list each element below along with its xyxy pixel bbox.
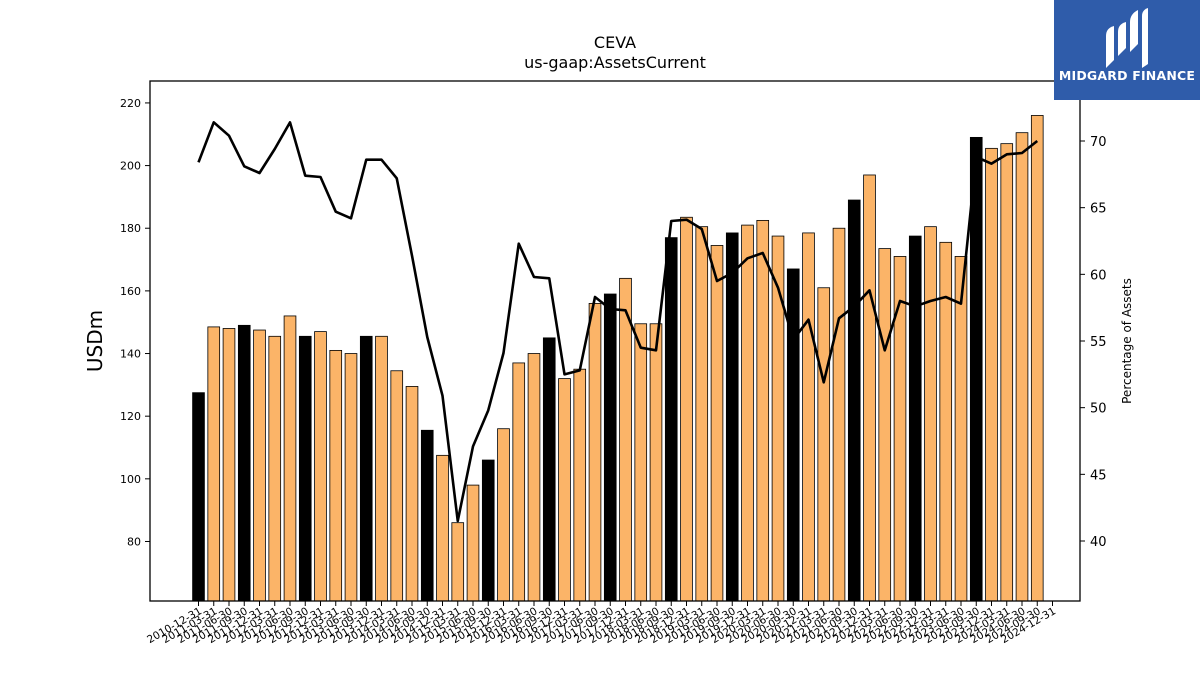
bar-2012-03-31 (268, 335, 282, 602)
y-tick-label: 220 (120, 97, 141, 110)
bar-2022-12-31 (924, 226, 937, 602)
bar-2023-12-31 (985, 147, 998, 602)
bar-2015-03-31 (451, 522, 465, 602)
bar-2024-03-31 (1000, 143, 1014, 602)
bar-2011-06-30 (222, 328, 236, 602)
bar-2019-06-30 (710, 245, 724, 602)
bar-2014-03-31 (390, 370, 404, 602)
y-tick-label: 100 (120, 473, 141, 486)
bar-2013-06-30 (344, 353, 358, 602)
bar-2019-09-30 (725, 232, 739, 602)
y2-tick-label: 65 (1090, 202, 1107, 217)
bar-2013-12-31 (375, 335, 388, 602)
chart-subtitle: us-gaap:AssetsCurrent (524, 53, 706, 72)
bar-2021-09-30 (847, 199, 861, 602)
bar-2018-03-31 (634, 323, 648, 602)
bar-2016-03-31 (512, 362, 526, 602)
axes: 8010012014016018020022040455055606570201… (120, 80, 1107, 646)
bar-2016-12-31 (558, 378, 571, 602)
bar-2015-12-31 (497, 428, 510, 602)
bar-2022-09-30 (908, 235, 922, 602)
y-tick-label: 180 (120, 222, 141, 235)
bar-2023-06-30 (954, 256, 968, 602)
bar-2018-12-31 (680, 216, 693, 602)
y2-tick-label: 45 (1090, 468, 1107, 483)
y2-tick-label: 40 (1090, 535, 1107, 550)
y2-axis-label: Percentage of Assets (1120, 278, 1134, 404)
bar-2021-06-30 (832, 227, 846, 602)
y-tick-label: 160 (120, 285, 141, 298)
logo-text: MIDGARD FINANCE (1058, 68, 1196, 83)
bar-2014-12-31 (436, 454, 449, 602)
bar-2021-12-31 (863, 174, 876, 602)
bar-2014-06-30 (405, 386, 419, 602)
bar-2011-03-31 (207, 326, 221, 602)
y-tick-label: 140 (120, 348, 141, 361)
bar-2013-09-30 (359, 335, 373, 602)
bar-2021-03-31 (817, 287, 831, 602)
y2-tick-label: 55 (1090, 335, 1107, 350)
bar-2024-09-30 (1030, 115, 1044, 602)
bar-2018-09-30 (664, 237, 678, 602)
bar-2017-06-30 (588, 303, 602, 602)
y-tick-label: 80 (127, 535, 141, 548)
bar-2024-06-30 (1015, 132, 1029, 602)
bar-2020-12-31 (802, 232, 815, 602)
bar-2016-09-30 (542, 337, 556, 602)
bar-2018-06-30 (649, 323, 663, 602)
bar-series (192, 115, 1044, 602)
bar-2017-09-30 (603, 293, 617, 602)
y-tick-label: 120 (120, 410, 141, 423)
bar-2022-06-30 (893, 256, 907, 602)
bar-2012-09-30 (298, 335, 312, 602)
bar-2017-12-31 (619, 277, 632, 602)
bar-2017-03-31 (573, 368, 587, 602)
bar-2011-09-30 (237, 324, 251, 602)
y2-tick-label: 60 (1090, 268, 1107, 283)
bar-2015-06-30 (466, 484, 480, 602)
y-tick-label: 200 (120, 160, 141, 173)
bar-2016-06-30 (527, 353, 541, 602)
percentage-line (197, 121, 1039, 523)
percentage-line-series (197, 121, 1039, 523)
bar-2022-03-31 (878, 248, 892, 602)
bar-2019-12-31 (741, 224, 754, 602)
y2-tick-label: 50 (1090, 402, 1107, 417)
bar-2013-03-31 (329, 349, 343, 602)
y-axis-label: USDm (83, 310, 107, 372)
bar-2012-12-31 (314, 331, 327, 602)
midgard-logo-icon (1106, 8, 1148, 68)
bar-2015-09-30 (481, 459, 495, 602)
bar-2011-12-31 (253, 329, 266, 602)
bar-2014-09-30 (420, 429, 434, 602)
bar-2020-03-31 (756, 219, 770, 602)
y2-tick-label: 70 (1090, 135, 1107, 150)
chart-title: CEVA (594, 33, 636, 52)
bar-2012-06-30 (283, 315, 297, 602)
bar-2019-03-31 (695, 226, 709, 602)
bar-2010-12-31 (192, 392, 205, 602)
bar-2020-09-30 (786, 268, 800, 602)
midgard-finance-logo: MIDGARD FINANCE (1054, 0, 1200, 100)
